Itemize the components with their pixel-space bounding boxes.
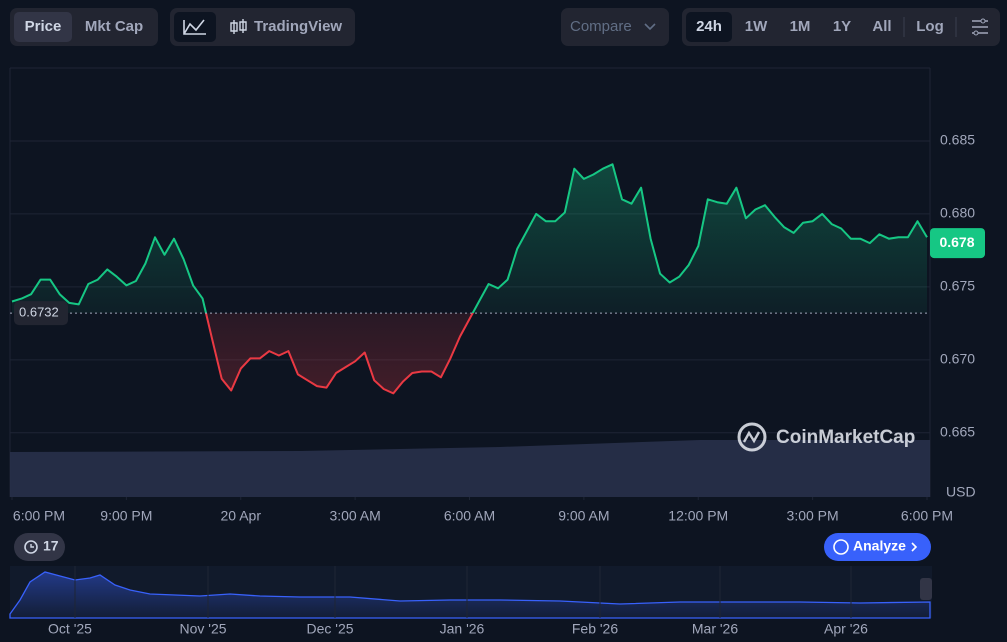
y-tick-label: 0.670 [940, 351, 975, 367]
x-tick-label: 3:00 PM [787, 508, 839, 524]
toolbar-group [170, 8, 355, 46]
chevron [644, 23, 656, 31]
settings-knob [973, 30, 979, 36]
y-tick-label: 0.675 [940, 278, 975, 294]
navigator-label: Oct '25 [48, 621, 92, 637]
x-tick-label: 12:00 PM [668, 508, 728, 524]
watermark-logo [737, 422, 767, 452]
overlay: 0.6732 0.678 [10, 163, 985, 395]
analyze-label[interactable]: Analyze [853, 538, 906, 554]
navigator-labels: Oct '25 Nov '25 Dec '25 Jan '26 Feb '26 Mar '… [48, 566, 868, 637]
navigator-label: Feb '26 [572, 621, 618, 637]
watermark: CoinMarketCap [737, 422, 915, 452]
base-price-tag [14, 301, 68, 326]
watermark-logo [742, 430, 761, 444]
price-line [11, 163, 928, 395]
line-icon [183, 19, 206, 35]
x-tick-label: 6:00 AM [444, 508, 495, 524]
price-area [12, 164, 927, 394]
navigator-label: Dec '25 [306, 621, 353, 637]
navigator-label: Nov '25 [179, 621, 226, 637]
analyze-button[interactable] [824, 533, 931, 561]
watermark-text: CoinMarketCap [776, 427, 915, 448]
mkt-cap-tab[interactable]: Mkt Cap [85, 18, 143, 35]
events-pill[interactable] [14, 533, 65, 561]
range-button[interactable]: 1M [790, 18, 811, 35]
settings-knob [980, 18, 986, 24]
compare-button[interactable] [561, 8, 669, 46]
x-tick-label: 9:00 PM [100, 508, 152, 524]
navigator-line [9, 571, 931, 619]
range-button[interactable]: 1W [745, 18, 768, 35]
line-icon-button[interactable] [174, 12, 216, 42]
x-tick-label: 3:00 AM [329, 508, 380, 524]
base-price-label: 0.6732 [19, 305, 59, 320]
candle-icon [230, 19, 247, 34]
log-button[interactable]: Log [916, 18, 944, 35]
active-tab[interactable] [14, 12, 72, 42]
volume-band [10, 440, 930, 497]
active-range[interactable] [686, 12, 732, 42]
analyze-icon [833, 539, 849, 555]
events-count[interactable]: 17 [43, 538, 59, 554]
last-price-tag [930, 228, 985, 259]
x-tick-label: 6:00 PM [901, 508, 953, 524]
chevron [911, 542, 918, 552]
navigator-label: Apr '26 [824, 621, 868, 637]
range-button[interactable]: All [872, 18, 891, 35]
navigator-label: Jan '26 [440, 621, 485, 637]
y-tick-label: 0.680 [940, 205, 975, 221]
navigator-label: Mar '26 [692, 621, 738, 637]
x-tick-label: 9:00 AM [558, 508, 609, 524]
compare-label[interactable]: Compare [570, 18, 632, 35]
range-group [682, 8, 1000, 46]
history-icon [30, 544, 34, 548]
range-button[interactable]: 1Y [833, 18, 851, 35]
range-button[interactable]: 24h [696, 18, 722, 35]
x-tick-label: 6:00 PM [13, 508, 65, 524]
tradingview-button[interactable]: TradingView [254, 18, 342, 35]
y-tick-label: 0.685 [940, 132, 975, 148]
x-tick-label: 20 Apr [221, 508, 262, 524]
last-price-label: 0.678 [939, 234, 974, 250]
price-tab[interactable]: Price [25, 18, 62, 35]
plot [10, 140, 930, 434]
navigator-handle[interactable] [920, 578, 932, 600]
currency-label: USD [946, 484, 976, 500]
history-icon [24, 540, 38, 554]
y-tick-label: 0.665 [940, 423, 975, 439]
